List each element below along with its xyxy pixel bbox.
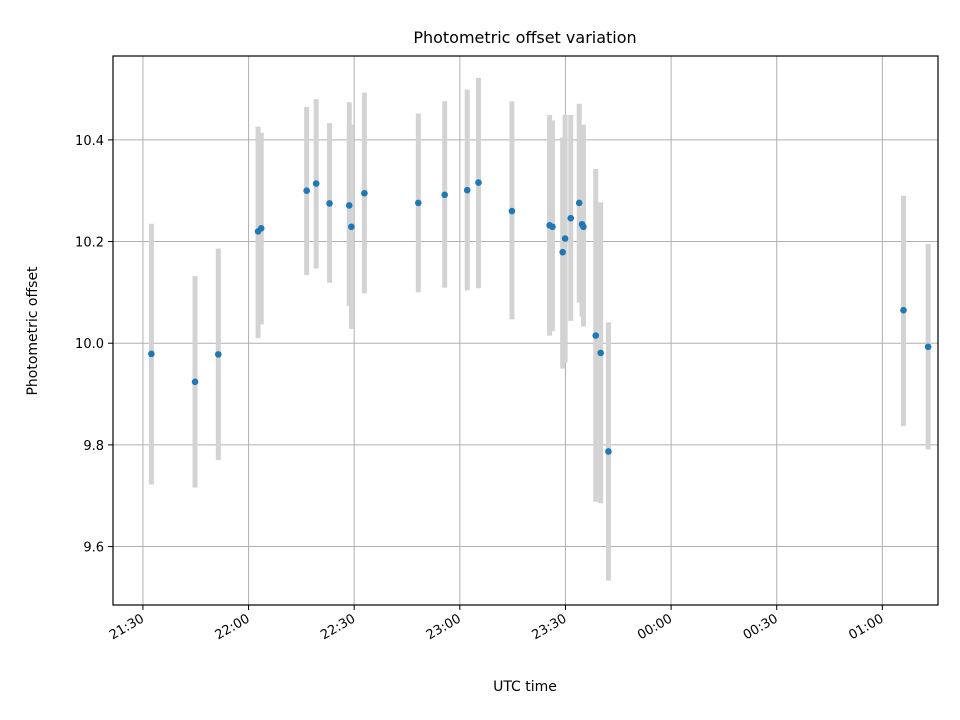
data-point — [580, 223, 587, 231]
y-tick-label: 10.2 — [75, 236, 104, 251]
x-axis-label: UTC time — [493, 679, 557, 695]
data-point — [605, 448, 612, 455]
error-bars — [148, 77, 931, 581]
x-tick-label: 23:30 — [530, 611, 570, 643]
data-point — [441, 191, 448, 199]
data-point — [463, 186, 471, 194]
data-point — [549, 223, 556, 231]
data-point — [191, 378, 199, 386]
data-point — [303, 187, 310, 195]
x-axis-ticks: 21:30 22:00 22:30 23:00 23:30 00:00 00:30 01:00 — [107, 605, 886, 643]
x-tick-label: 22:30 — [318, 611, 358, 643]
y-tick-label: 9.6 — [83, 541, 104, 556]
y-axis-ticks: 9.6 9.8 10.0 10.2 10.4 — [75, 134, 113, 556]
data-point — [508, 207, 516, 215]
plot-frame — [112, 55, 939, 606]
data-point — [312, 180, 320, 187]
y-tick-label: 9.8 — [83, 439, 104, 454]
data-point — [475, 179, 482, 186]
x-tick-label: 23:00 — [424, 611, 464, 643]
data-point — [348, 223, 355, 231]
data-point — [597, 349, 604, 357]
data-point — [214, 351, 222, 358]
data-point — [326, 200, 333, 207]
y-tick-label: 10.0 — [75, 337, 104, 352]
x-tick-label: 21:30 — [107, 611, 147, 643]
data-points — [148, 179, 932, 455]
data-point — [559, 248, 566, 256]
data-point — [900, 306, 907, 314]
data-point — [414, 199, 422, 207]
x-tick-label: 00:00 — [635, 611, 675, 643]
chart-title: Photometric offset variation — [413, 28, 636, 47]
x-tick-label: 22:00 — [213, 611, 253, 643]
data-point — [924, 343, 932, 351]
data-point — [567, 214, 575, 222]
data-point — [361, 189, 368, 197]
data-point — [345, 202, 353, 209]
grid-lines — [113, 56, 938, 605]
data-point — [257, 225, 265, 232]
data-point — [561, 235, 569, 242]
y-axis-label: Photometric offset — [25, 266, 41, 396]
x-tick-label: 01:00 — [846, 611, 886, 643]
data-point — [592, 332, 600, 339]
data-point — [148, 350, 155, 358]
data-point — [575, 199, 583, 207]
y-tick-label: 10.4 — [75, 134, 104, 149]
x-tick-label: 00:30 — [741, 611, 781, 643]
